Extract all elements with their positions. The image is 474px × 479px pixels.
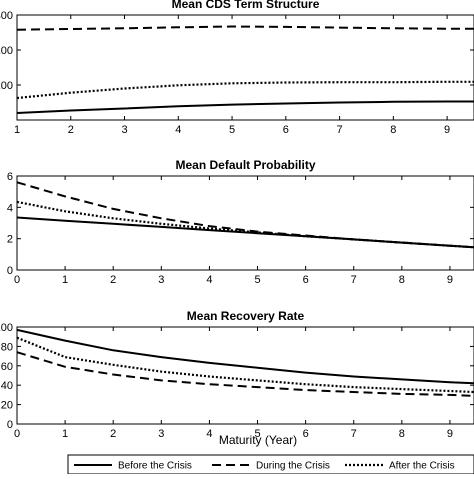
x-tick-label: 5 [229,124,235,136]
series-line-dotted [16,80,474,100]
series-line-solid [16,328,474,385]
x-tick-label: 7 [351,428,357,440]
x-tick-label: 4 [206,274,212,286]
x-tick-label: 5 [254,274,260,286]
x-tick-label: 1 [14,124,20,136]
x-tick-label: 6 [303,428,309,440]
x-tick-label: 9 [444,124,450,136]
x-tick-label: 4 [175,124,181,136]
x-tick-label: 7 [337,124,343,136]
x-tick-label: 2 [110,274,116,286]
y-tick-label: 20 [1,400,13,412]
x-tick-label: 2 [68,124,74,136]
x-tick-label: 8 [390,124,396,136]
y-tick-label: 6 [7,171,13,183]
panel-title: Mean CDS Term Structure [172,0,320,11]
x-tick-label: 9 [447,428,453,440]
plot-frame [16,175,474,271]
y-tick-label: 60 [1,361,13,373]
plot-frame [16,326,474,425]
legend: Before the Crisis During the Crisis After … [67,454,474,475]
y-tick-label: 100 [0,322,13,334]
series-line-dashed [16,25,474,31]
x-tick-label: 1 [62,428,68,440]
y-tick-label: 100 [0,80,13,92]
x-tick-label: 2 [110,428,116,440]
y-tick-label: 0 [7,419,13,431]
series-line-dashed [16,351,474,397]
panel-title: Mean Default Probability [175,158,315,172]
panel-title: Mean Recovery Rate [187,309,305,323]
legend-label: During the Crisis [256,461,330,472]
series-line-dotted [16,200,474,249]
x-tick-label: 7 [351,274,357,286]
x-tick-label: 4 [206,428,212,440]
legend-label: After the Crisis [389,461,455,472]
x-tick-label: 0 [14,274,20,286]
series-line-dashed [16,181,474,249]
x-tick-label: 1 [62,274,68,286]
panels: Mean CDS Term Structure12345678910020030… [0,0,474,440]
series-line-dotted [16,336,474,394]
x-tick-label: 5 [254,428,260,440]
x-tick-label: 3 [158,274,164,286]
panel-1: Mean CDS Term Structure 1 2 3 4 5 6 7 8 9 100 200 30… [0,0,474,136]
y-tick-label: 2 [7,234,13,246]
panel-3: Mean Recovery Rate 0 1 2 3 4 5 6 7 8 9 0 20 40 60 80 100 [0,309,474,440]
x-tick-label: 0 [14,428,20,440]
y-tick-label: 300 [0,10,13,22]
x-axis-label: Maturity (Year) [219,433,297,447]
y-tick-label: 200 [0,45,13,57]
y-tick-label: 80 [1,341,13,353]
series-line-solid [16,100,474,114]
y-tick-label: 0 [7,265,13,277]
y-tick-label: 40 [1,380,13,392]
x-tick-label: 3 [121,124,127,136]
x-tick-label: 8 [399,274,405,286]
legend-label: Before the Crisis [118,461,192,472]
x-tick-label: 6 [303,274,309,286]
x-tick-label: 3 [158,428,164,440]
x-tick-label: 9 [447,274,453,286]
panel-2: Mean Default Probability 0 1 2 3 4 5 6 7 8 9 0 2 4 6 [7,158,474,286]
y-tick-label: 4 [7,202,13,214]
plot-frame [16,14,474,121]
x-tick-label: 8 [399,428,405,440]
x-tick-label: 6 [283,124,289,136]
